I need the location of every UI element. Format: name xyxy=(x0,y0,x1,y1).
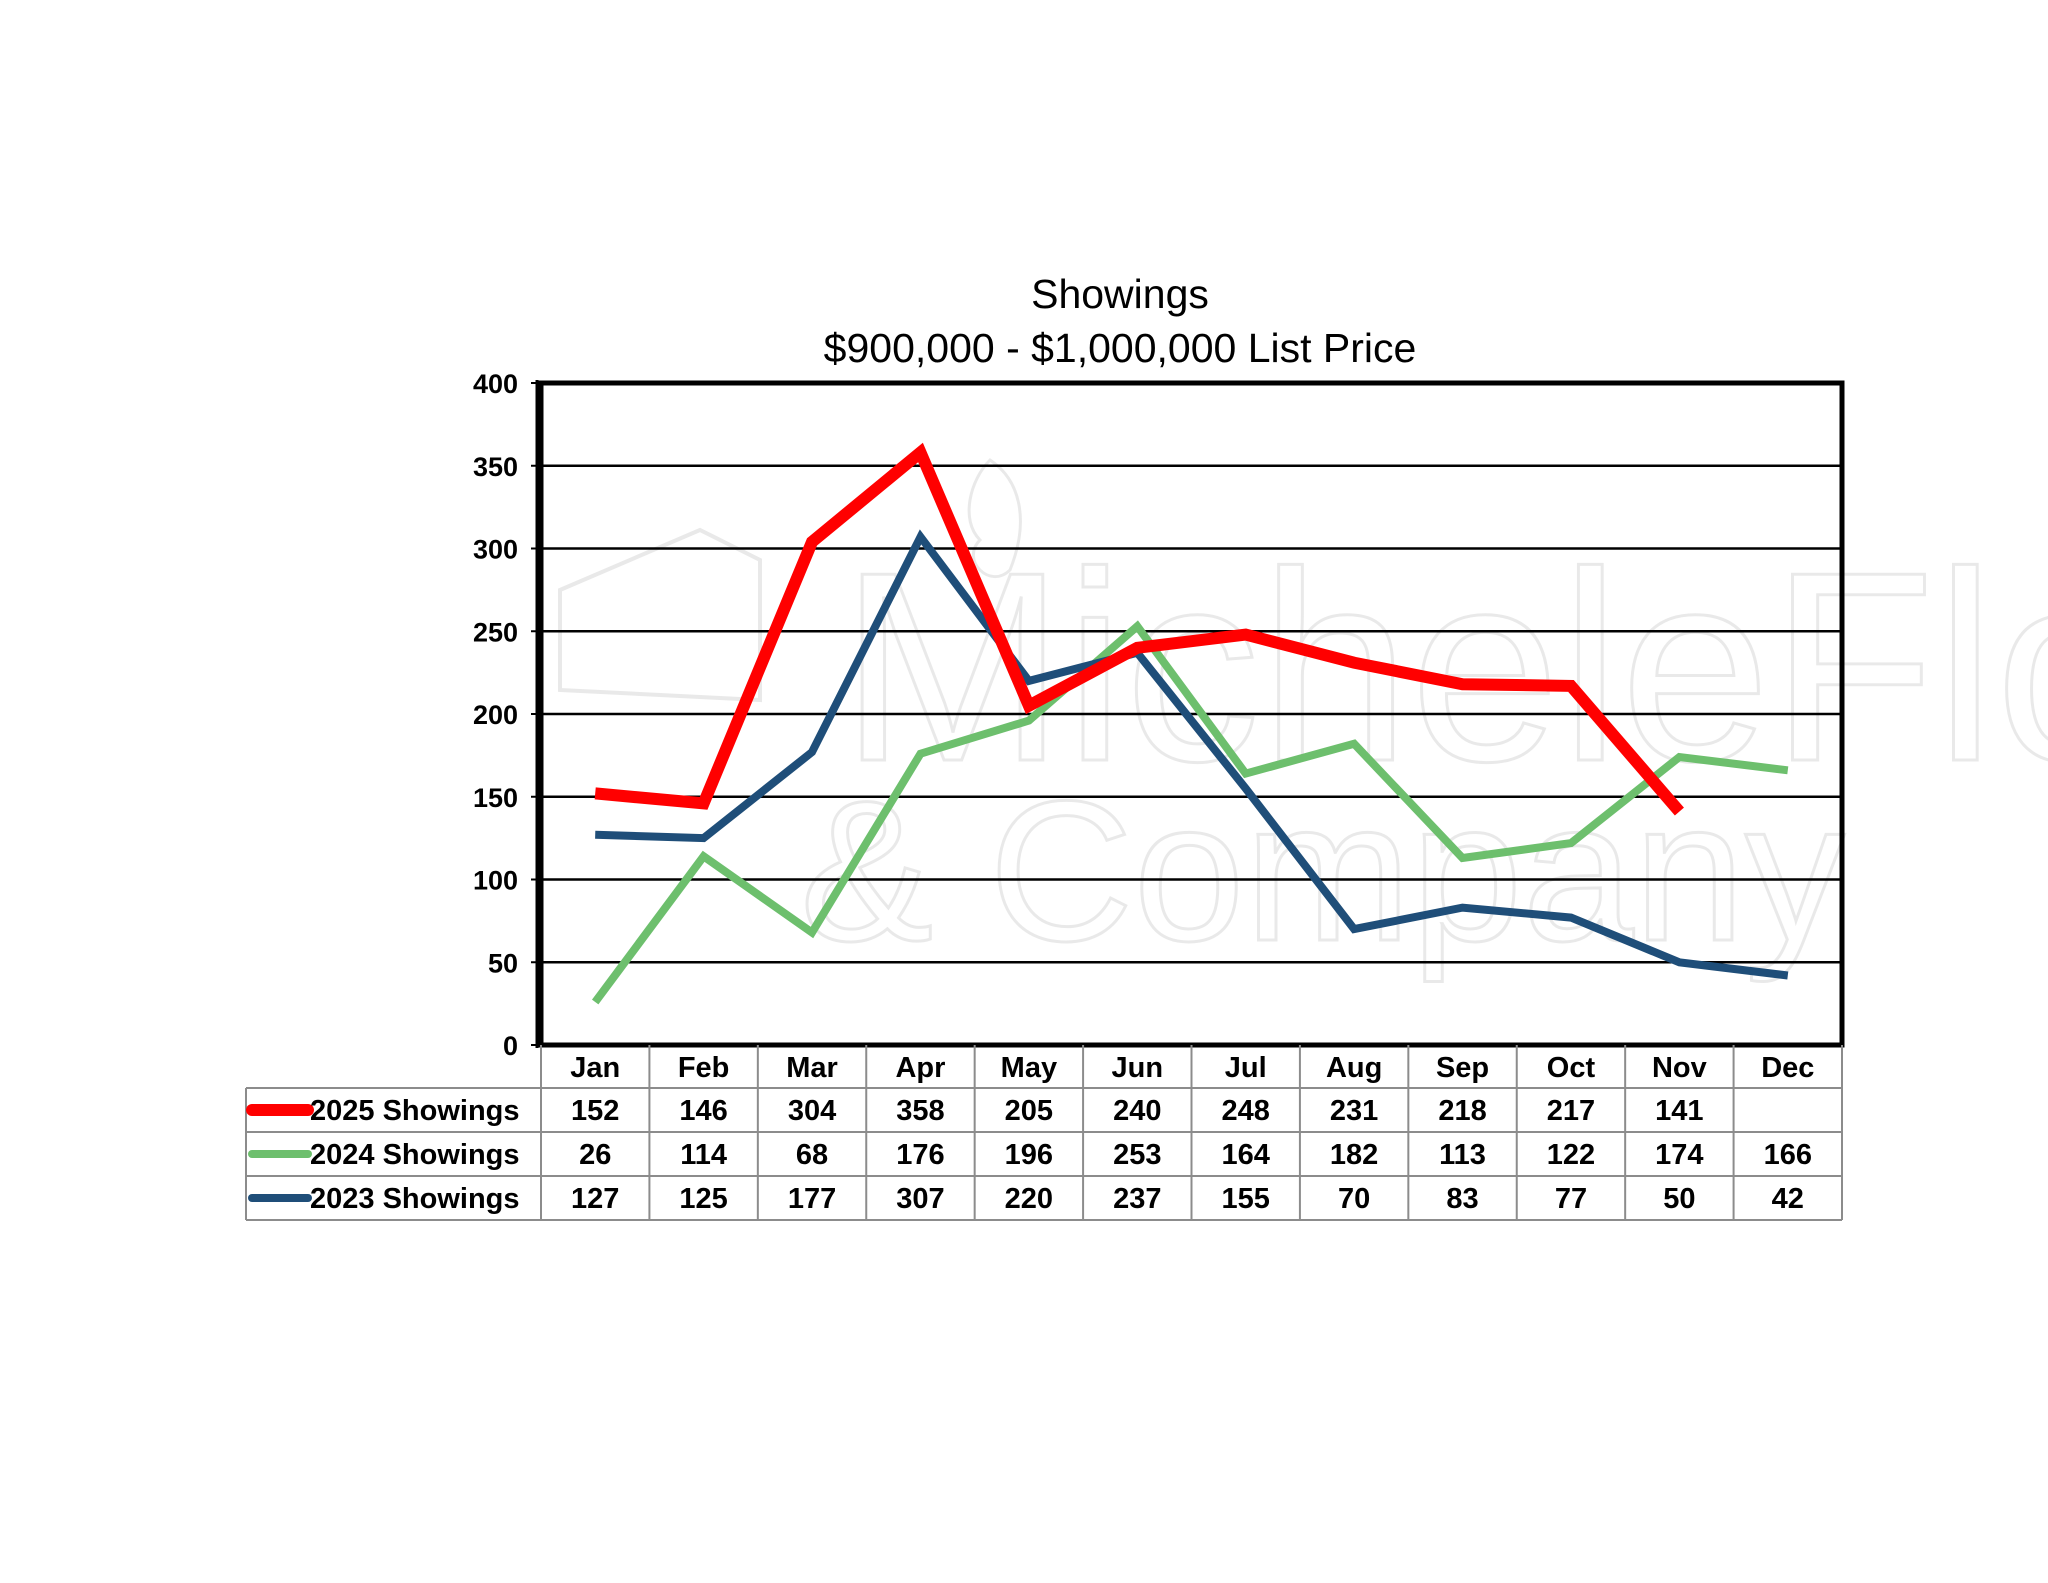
table-cell-2025-showings-jul: 248 xyxy=(1222,1095,1270,1127)
table-row-2025-showings: 2025 Showings 152 146 304 358 205 240 248 231 218… xyxy=(246,1095,1704,1127)
table-cell-2024-showings-jul: 164 xyxy=(1222,1139,1270,1171)
table-cell-2025-showings-apr: 358 xyxy=(896,1095,944,1127)
table-cell-2025-showings-sep: 218 xyxy=(1438,1095,1486,1127)
x-category-label-oct: Oct xyxy=(1547,1052,1596,1084)
series-line-2025-showings xyxy=(594,442,1684,816)
series-line-2024-showings xyxy=(591,620,1789,1005)
table-cell-2025-showings-may: 205 xyxy=(1005,1095,1053,1127)
x-category-label-apr: Apr xyxy=(895,1052,945,1084)
series-name-2025-showings: 2025 Showings xyxy=(310,1095,520,1127)
table-cell-2024-showings-apr: 176 xyxy=(896,1139,944,1171)
y-tick-label-50: 50 xyxy=(488,948,518,978)
x-category-label-mar: Mar xyxy=(786,1052,838,1084)
table-cell-2023-showings-sep: 83 xyxy=(1446,1183,1478,1215)
series-name-2024-showings: 2024 Showings xyxy=(310,1139,520,1171)
x-category-label-feb: Feb xyxy=(678,1052,730,1084)
table-cell-2024-showings-feb: 114 xyxy=(680,1139,727,1171)
table-cell-2024-showings-nov: 174 xyxy=(1655,1139,1703,1171)
table-cell-2025-showings-feb: 146 xyxy=(679,1095,727,1127)
table-cell-2024-showings-dec: 166 xyxy=(1764,1139,1812,1171)
table-cell-2025-showings-jan: 152 xyxy=(571,1095,619,1127)
data-table: Jan Feb Mar Apr May Jun Jul Aug Sep Oct Nov Dec 2025… xyxy=(245,1045,1843,1221)
x-category-label-aug: Aug xyxy=(1326,1052,1382,1084)
table-row-2024-showings: 2024 Showings 26 114 68 176 196 253 164 182 113 12… xyxy=(248,1139,1812,1171)
chart-subtitle: $900,000 - $1,000,000 List Price xyxy=(824,325,1417,371)
table-cell-2023-showings-aug: 70 xyxy=(1338,1183,1370,1215)
table-cell-2025-showings-oct: 217 xyxy=(1547,1095,1595,1127)
chart-title: Showings xyxy=(1031,271,1209,317)
series-name-2023-showings: 2023 Showings xyxy=(310,1183,520,1215)
y-tick-label-100: 100 xyxy=(473,866,518,896)
x-category-label-may: May xyxy=(1001,1052,1057,1084)
y-tick-label-150: 150 xyxy=(473,783,518,813)
series-lines xyxy=(591,442,1789,1005)
table-cell-2023-showings-oct: 77 xyxy=(1555,1183,1587,1215)
y-tick-label-350: 350 xyxy=(473,452,518,482)
table-cell-2024-showings-oct: 122 xyxy=(1547,1139,1595,1171)
table-cell-2023-showings-may: 220 xyxy=(1005,1183,1053,1215)
table-cell-2023-showings-jun: 237 xyxy=(1113,1183,1161,1215)
table-cell-2023-showings-apr: 307 xyxy=(896,1183,944,1215)
watermark-line1: MicheleFlory xyxy=(840,517,2048,819)
y-tick-label-250: 250 xyxy=(473,617,518,647)
table-cell-2025-showings-aug: 231 xyxy=(1330,1095,1378,1127)
x-category-label-sep: Sep xyxy=(1436,1052,1489,1084)
table-cell-2023-showings-jan: 127 xyxy=(571,1183,619,1215)
y-axis-ticks: 0 50 100 150 200 250 300 350 400 xyxy=(473,369,541,1061)
table-cell-2023-showings-mar: 177 xyxy=(788,1183,836,1215)
x-category-label-jan: Jan xyxy=(570,1052,620,1084)
table-cell-2023-showings-jul: 155 xyxy=(1222,1183,1270,1215)
x-category-label-nov: Nov xyxy=(1652,1052,1707,1084)
table-cell-2024-showings-may: 196 xyxy=(1005,1139,1053,1171)
table-cell-2023-showings-nov: 50 xyxy=(1663,1183,1695,1215)
table-row-2023-showings: 2023 Showings 127 125 177 307 220 237 155 70 83 77… xyxy=(248,1183,1804,1215)
y-tick-label-0: 0 xyxy=(503,1031,518,1061)
watermark-house-icon xyxy=(558,527,762,703)
watermark-line2: & Company xyxy=(800,760,1845,983)
watermark-logo: MicheleFlory & Company xyxy=(558,458,2048,985)
series-line-2023-showings xyxy=(595,529,1789,980)
table-cell-2023-showings-dec: 42 xyxy=(1772,1183,1804,1215)
y-tick-label-200: 200 xyxy=(473,700,518,730)
x-category-label-jul: Jul xyxy=(1225,1052,1267,1084)
table-cell-2025-showings-mar: 304 xyxy=(788,1095,836,1127)
watermark-tree-icon xyxy=(967,458,1022,578)
table-cell-2024-showings-aug: 182 xyxy=(1330,1139,1378,1171)
y-tick-label-300: 300 xyxy=(473,535,518,565)
table-cell-2024-showings-jun: 253 xyxy=(1113,1139,1161,1171)
table-cell-2025-showings-jun: 240 xyxy=(1113,1095,1161,1127)
x-category-label-jun: Jun xyxy=(1112,1052,1164,1084)
table-cell-2025-showings-nov: 141 xyxy=(1655,1095,1703,1127)
table-cell-2023-showings-feb: 125 xyxy=(679,1183,727,1215)
table-cell-2024-showings-jan: 26 xyxy=(579,1139,611,1171)
table-cell-2024-showings-mar: 68 xyxy=(796,1139,828,1171)
table-cell-2024-showings-sep: 113 xyxy=(1439,1139,1486,1171)
y-tick-label-400: 400 xyxy=(473,369,518,399)
x-category-label-dec: Dec xyxy=(1761,1052,1814,1084)
